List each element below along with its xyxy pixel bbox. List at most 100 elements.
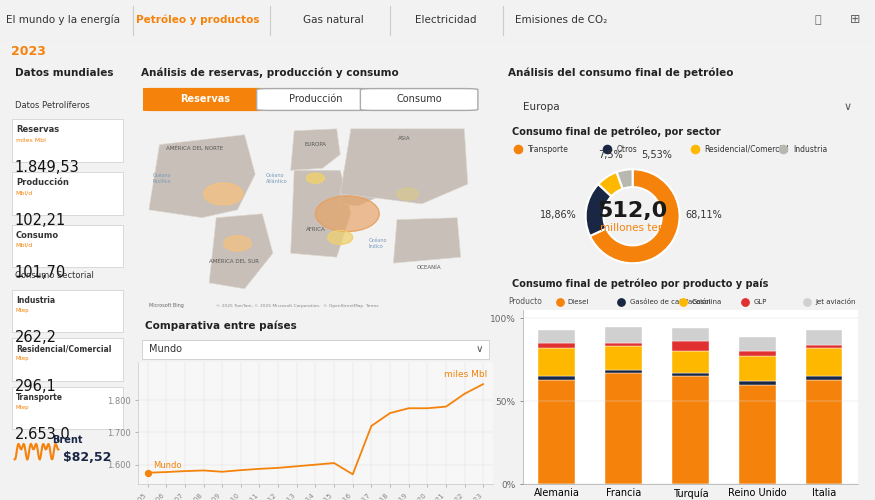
Polygon shape	[394, 218, 461, 263]
Circle shape	[224, 236, 251, 251]
Text: Producción: Producción	[16, 178, 69, 187]
Bar	[538, 330, 575, 343]
Text: miles Mbl: miles Mbl	[444, 370, 487, 378]
FancyBboxPatch shape	[12, 338, 123, 380]
Bar	[738, 382, 775, 384]
FancyBboxPatch shape	[12, 172, 123, 214]
Bar	[738, 384, 775, 484]
Text: Océano
Atlántico: Océano Atlántico	[266, 173, 288, 184]
Bar	[538, 343, 575, 348]
Point	[511, 146, 525, 154]
Text: millones tep: millones tep	[600, 223, 665, 233]
Point	[141, 468, 155, 476]
Bar	[806, 330, 843, 345]
Point	[614, 298, 628, 306]
Circle shape	[316, 196, 379, 232]
Point	[800, 298, 814, 306]
Text: Microsoft Bing: Microsoft Bing	[149, 302, 184, 308]
Polygon shape	[209, 214, 273, 289]
Text: 2.653,0: 2.653,0	[15, 427, 70, 442]
Text: AMÉRICA DEL NORTE: AMÉRICA DEL NORTE	[166, 146, 223, 151]
Text: 102,21: 102,21	[15, 212, 66, 228]
Text: Producto: Producto	[508, 297, 542, 306]
Polygon shape	[149, 134, 255, 218]
Text: GLP: GLP	[753, 298, 766, 304]
Circle shape	[328, 230, 353, 244]
Bar	[538, 376, 575, 380]
Text: Datos mundiales: Datos mundiales	[15, 68, 113, 78]
Text: Europa: Europa	[522, 102, 559, 112]
Bar	[806, 348, 843, 376]
Polygon shape	[290, 170, 351, 257]
FancyBboxPatch shape	[12, 120, 123, 162]
Text: 512,0: 512,0	[598, 200, 668, 220]
Text: AMÉRICA DEL SUR: AMÉRICA DEL SUR	[209, 258, 259, 264]
FancyBboxPatch shape	[256, 88, 374, 110]
Text: Industria: Industria	[16, 296, 55, 304]
Text: 18,86%: 18,86%	[540, 210, 577, 220]
Bar	[738, 336, 775, 351]
Point	[676, 298, 690, 306]
Text: Gasolina: Gasolina	[691, 298, 722, 304]
Bar	[672, 376, 709, 484]
Bar	[606, 370, 642, 373]
Text: Consumo: Consumo	[396, 94, 442, 104]
Bar	[806, 376, 843, 380]
Bar	[806, 345, 843, 348]
FancyBboxPatch shape	[12, 290, 123, 332]
Text: Mtep: Mtep	[16, 356, 30, 362]
Circle shape	[306, 174, 325, 183]
Text: Mundo: Mundo	[149, 344, 182, 353]
Text: Océano
Índico: Océano Índico	[368, 238, 387, 249]
Text: El mundo y la energía: El mundo y la energía	[6, 14, 120, 25]
Text: 7,5%: 7,5%	[598, 150, 622, 160]
Text: Mtep: Mtep	[16, 405, 30, 410]
Text: Comparativa entre países: Comparativa entre países	[145, 321, 298, 331]
Text: Consumo Sectorial: Consumo Sectorial	[15, 272, 94, 280]
Text: Transporte: Transporte	[528, 145, 569, 154]
Wedge shape	[617, 169, 633, 189]
FancyBboxPatch shape	[12, 224, 123, 267]
Point	[776, 146, 790, 154]
Text: Producción: Producción	[289, 94, 342, 104]
Wedge shape	[598, 172, 623, 197]
Text: Mbl/d: Mbl/d	[16, 190, 33, 196]
Text: Gas natural: Gas natural	[303, 14, 363, 24]
FancyBboxPatch shape	[142, 340, 489, 359]
Point	[553, 298, 567, 306]
FancyBboxPatch shape	[360, 88, 478, 110]
Text: OCEANÍA: OCEANÍA	[416, 264, 441, 270]
Text: Mbl/d: Mbl/d	[16, 243, 33, 248]
Bar	[672, 342, 709, 351]
Text: 2023: 2023	[11, 46, 46, 58]
Text: Emisiones de CO₂: Emisiones de CO₂	[514, 14, 607, 24]
Polygon shape	[340, 168, 375, 206]
Point	[738, 298, 752, 306]
Circle shape	[397, 188, 418, 200]
Text: Análisis de reservas, producción y consumo: Análisis de reservas, producción y consu…	[141, 68, 399, 78]
Text: Industria: Industria	[793, 145, 827, 154]
Bar	[606, 373, 642, 484]
Text: Diesel: Diesel	[568, 298, 589, 304]
Bar	[738, 356, 775, 382]
Text: Petróleo y productos: Petróleo y productos	[136, 14, 260, 25]
Text: ÁFRICA: ÁFRICA	[305, 227, 326, 232]
Bar	[538, 348, 575, 376]
Text: EUROPA: EUROPA	[304, 142, 326, 147]
Point	[688, 146, 702, 154]
Bar	[538, 380, 575, 484]
Bar	[606, 326, 642, 343]
Text: Consumo final de petróleo, por sector: Consumo final de petróleo, por sector	[512, 126, 721, 137]
Text: Brent: Brent	[52, 436, 83, 446]
Text: Mundo: Mundo	[153, 461, 182, 470]
Text: Océano
Pacífico: Océano Pacífico	[152, 173, 171, 184]
Bar	[672, 328, 709, 342]
Point	[599, 146, 613, 154]
Bar	[672, 373, 709, 376]
Wedge shape	[590, 169, 680, 263]
Text: Consumo: Consumo	[16, 231, 59, 240]
Text: 🔽: 🔽	[815, 14, 822, 24]
Text: 262,2: 262,2	[15, 330, 57, 345]
Text: $82,52: $82,52	[63, 451, 111, 464]
Polygon shape	[340, 129, 468, 204]
